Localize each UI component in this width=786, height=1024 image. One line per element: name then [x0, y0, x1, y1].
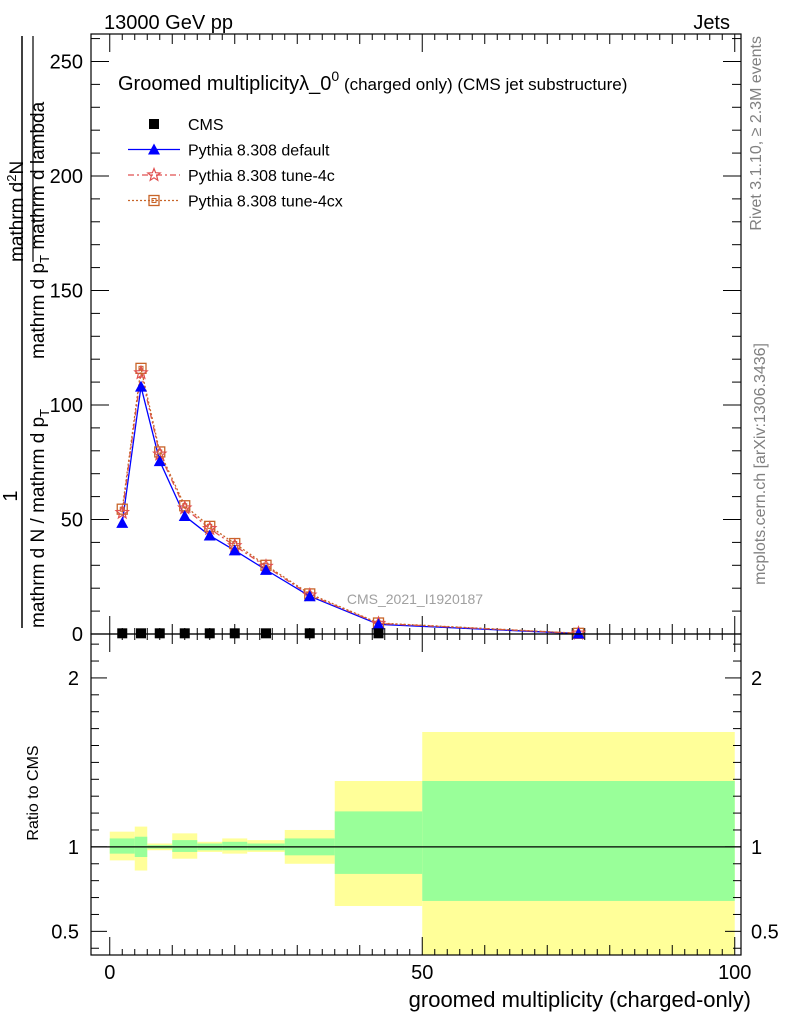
legend-label: CMS	[188, 117, 224, 134]
data-point-series-0	[117, 628, 128, 639]
main-plot-panel: 0 50 100 150 200 250	[50, 33, 742, 646]
data-point-series-0	[261, 628, 271, 639]
data-point-series-1	[260, 563, 272, 575]
main-y-tick-label: 200	[50, 166, 83, 188]
data-point-series-2	[114, 504, 130, 520]
main-y-tick-label: 50	[61, 509, 83, 531]
ylabel-deriv-denominator: mathrm d pT mathrm d lambda	[28, 101, 52, 359]
x-axis-label: groomed multiplicity (charged-only)	[409, 987, 751, 1012]
legend-label: Pythia 8.308 tune-4c	[188, 168, 335, 185]
legend-label: Pythia 8.308 tune-4cx	[188, 194, 343, 211]
ratio-band-inner	[172, 840, 198, 852]
ratio-band-inner	[334, 811, 423, 874]
x-tick-label: 50	[411, 962, 433, 984]
legend-marker	[148, 194, 160, 207]
data-point-series-1	[203, 529, 216, 541]
ratio-y-tick-label-right: 0.5	[751, 921, 779, 943]
data-point-series-1	[153, 455, 166, 467]
ratio-y-tick-label-right: 1	[751, 837, 762, 859]
ratio-y-tick-label-left: 1	[68, 837, 79, 859]
data-point-series-0	[154, 628, 165, 639]
data-point-series-0	[373, 628, 384, 639]
ratio-band-inner	[109, 838, 135, 854]
data-point-series-0	[179, 628, 190, 639]
chart-title-rest: (charged only) (CMS jet substructure)	[339, 75, 627, 94]
chart-title: Groomed multiplicityλ_00 (charged only) …	[118, 68, 627, 95]
data-point-series-0	[304, 628, 315, 639]
series-line-3	[121, 368, 579, 634]
chart-title-superscript: 0	[331, 68, 339, 84]
ratio-y-axis-label: Ratio to CMS	[25, 745, 42, 840]
ratio-band-inner	[422, 780, 735, 901]
legend-marker	[149, 119, 159, 129]
main-y-tick-label: 0	[72, 624, 83, 646]
data-point-series-0	[204, 628, 215, 639]
series-line-1	[121, 386, 579, 635]
legend: CMS Pythia 8.308 default Pythia 8.308 tune…	[128, 117, 343, 211]
data-point-series-1	[303, 590, 316, 602]
data-point-series-0	[229, 628, 240, 639]
main-y-axis-label: 1 mathrm d N / mathrm d pT mathrm d pT m…	[0, 36, 52, 628]
data-point-series-1	[372, 618, 385, 630]
ratio-y-tick-label-left: 0.5	[51, 921, 79, 943]
header-jets-label: Jets	[693, 12, 730, 34]
chart-title-main: Groomed multiplicityλ_0	[118, 73, 331, 95]
ratio-band-inner	[222, 841, 248, 851]
x-tick-label: 0	[104, 962, 115, 984]
analysis-watermark: CMS_2021_I1920187	[347, 591, 483, 607]
ylabel-deriv-numerator: mathrm d2N	[4, 161, 28, 262]
data-point-series-0	[136, 628, 146, 639]
ratio-plot-panel: 0.5 0.5 1 1 2 2 0 50 100	[51, 633, 779, 984]
x-tick-label: 100	[718, 962, 751, 984]
ratio-y-tick-label-left: 2	[68, 668, 79, 690]
main-y-tick-label: 250	[50, 51, 83, 73]
legend-marker	[148, 143, 160, 155]
data-point-series-1	[178, 510, 191, 522]
legend-label: Pythia 8.308 default	[188, 143, 330, 160]
rivet-version-label: Rivet 3.1.10, ≥ 2.3M events	[748, 36, 765, 231]
ylabel-one: 1	[0, 490, 22, 501]
ylabel-denominator: mathrm d N / mathrm d pT	[28, 409, 52, 628]
header-energy-label: 13000 GeV pp	[104, 12, 233, 34]
main-y-tick-label: 150	[50, 280, 83, 302]
series-line-2	[121, 372, 579, 634]
data-point-series-2	[133, 364, 149, 380]
data-point-series-1	[135, 380, 147, 392]
data-point-series-1	[228, 544, 241, 556]
data-point-series-1	[116, 516, 129, 528]
mcplots-credit-label: mcplots.cern.ch [arXiv:1306.3436]	[752, 343, 769, 585]
data-point-series-1	[572, 627, 585, 639]
ratio-frame	[90, 633, 742, 956]
legend-marker	[146, 166, 162, 182]
ratio-y-tick-label-right: 2	[751, 668, 762, 690]
main-y-tick-label: 100	[50, 395, 83, 417]
